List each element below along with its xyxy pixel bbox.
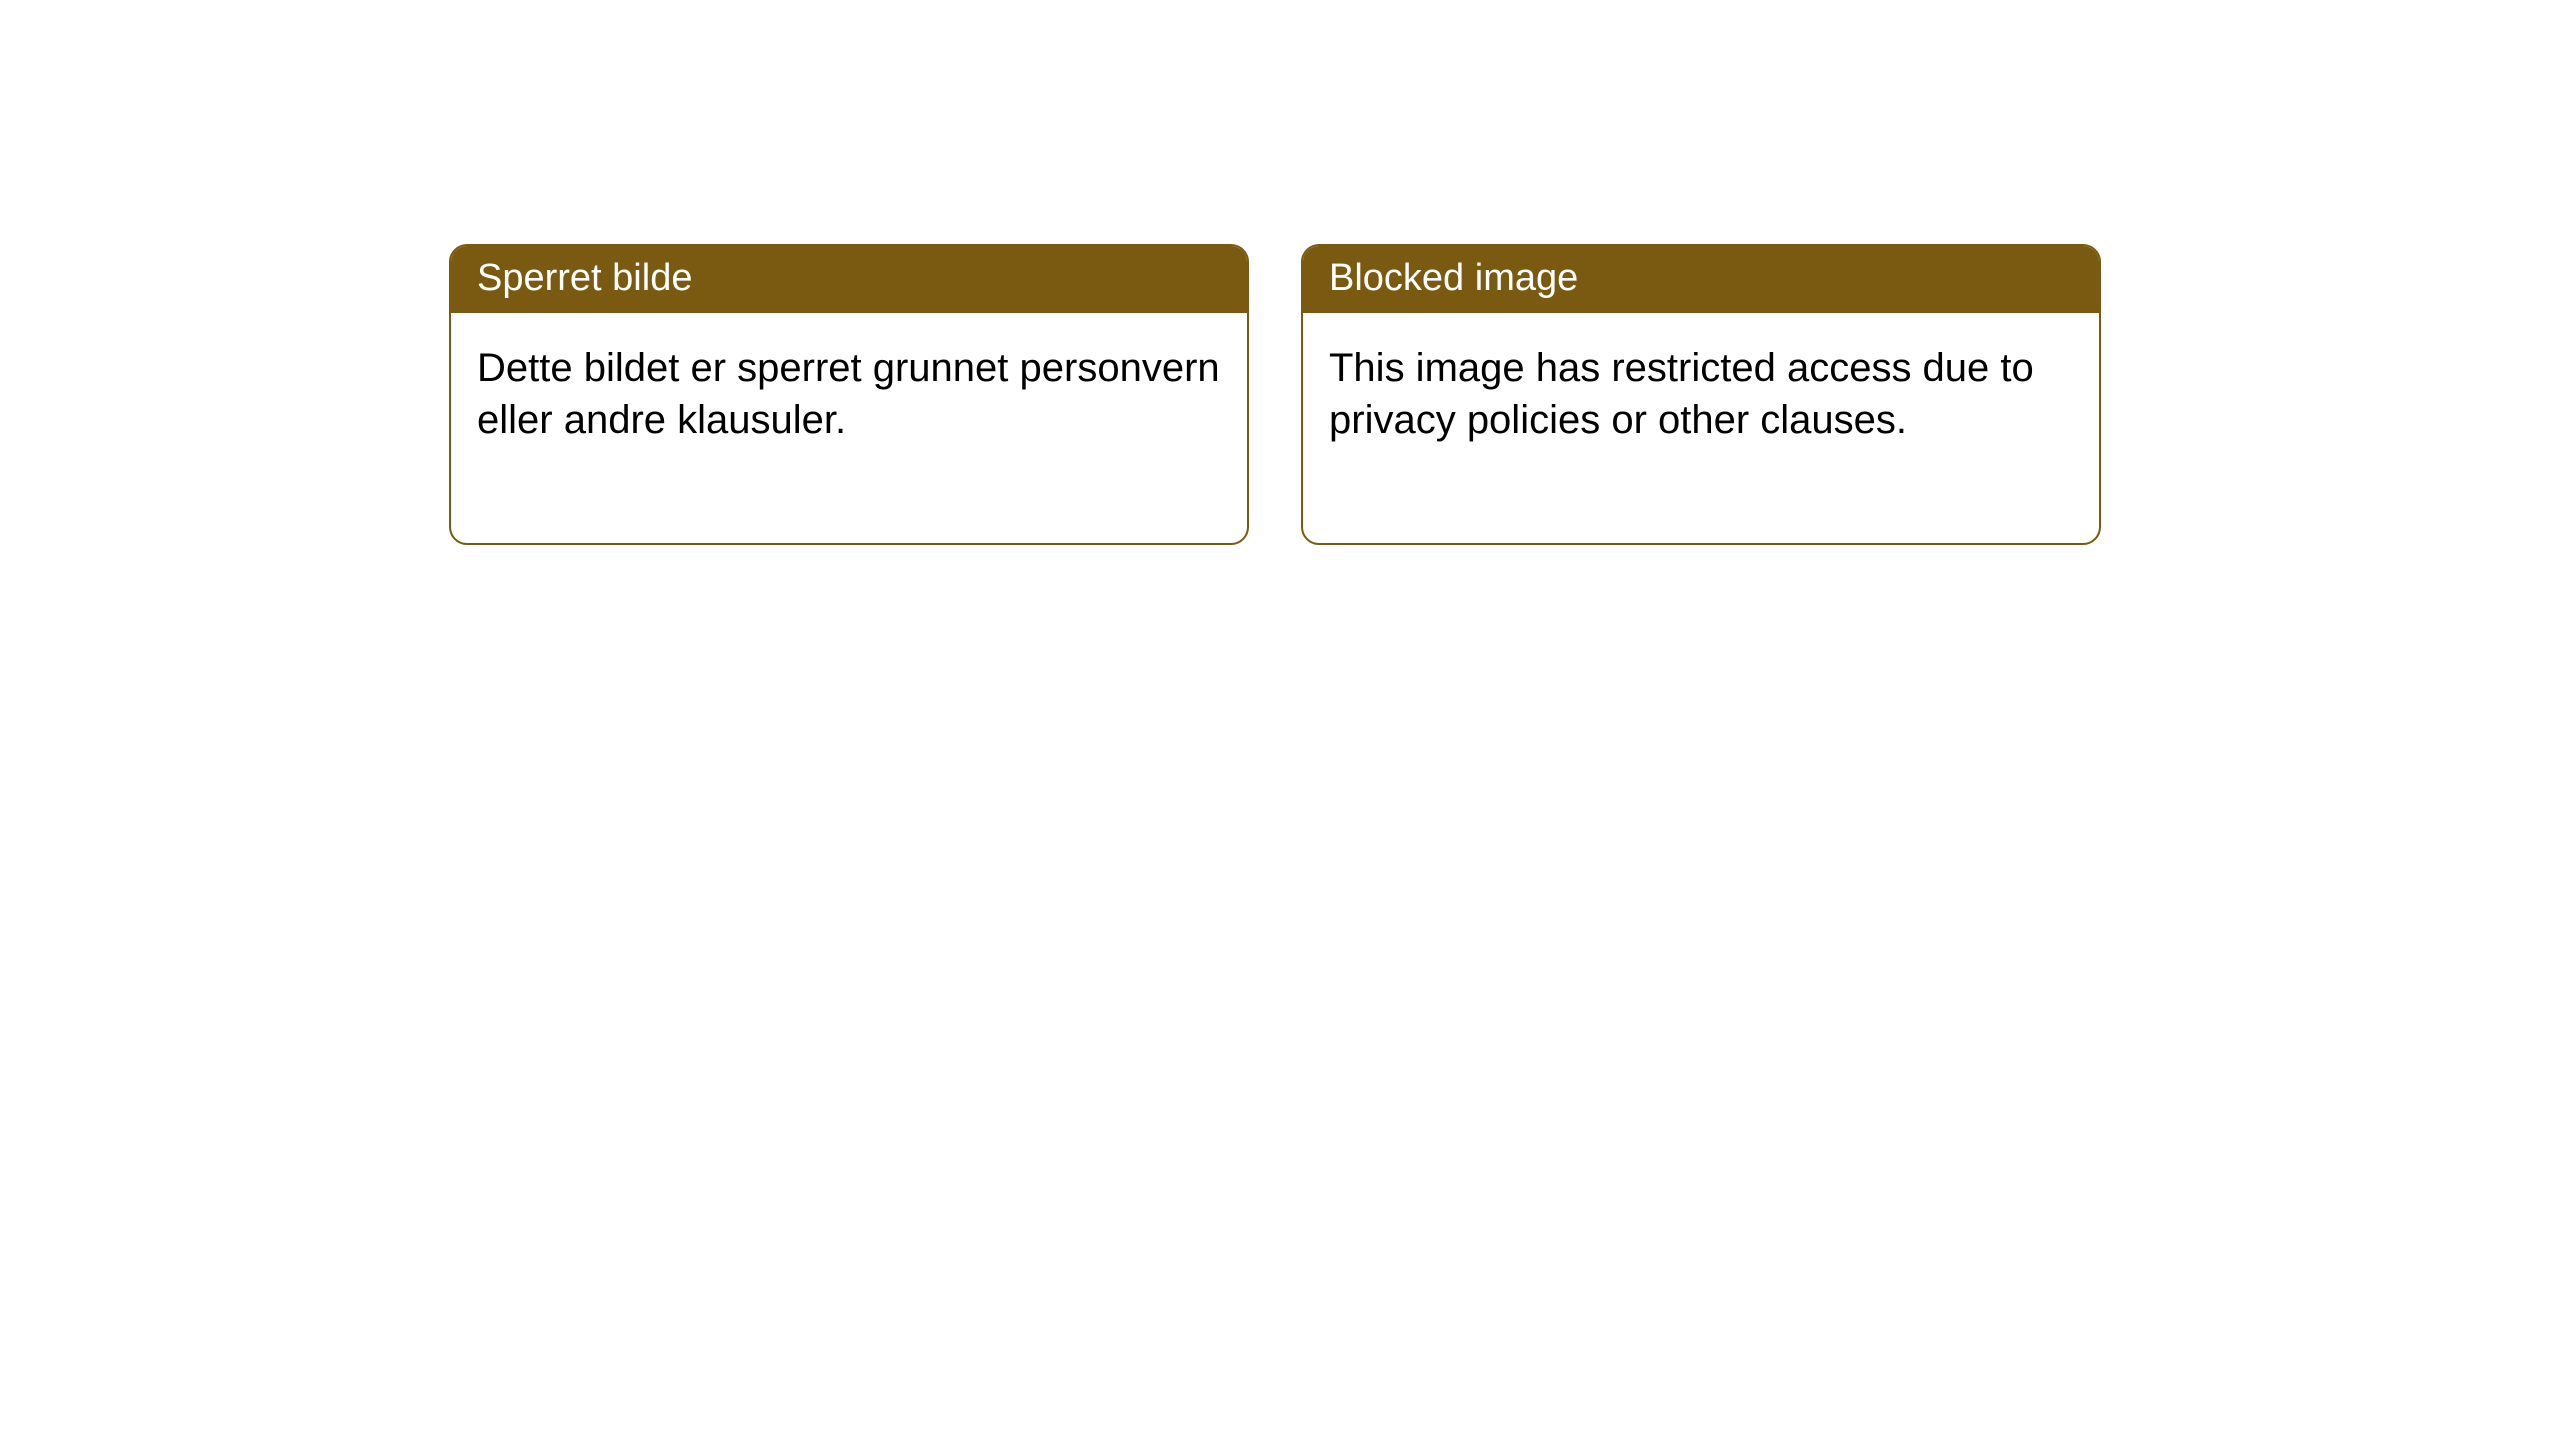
- card-body: This image has restricted access due to …: [1303, 313, 2099, 543]
- cards-row: Sperret bilde Dette bildet er sperret gr…: [449, 244, 2101, 545]
- card-body: Dette bildet er sperret grunnet personve…: [451, 313, 1247, 543]
- card-header: Blocked image: [1303, 246, 2099, 313]
- card-header: Sperret bilde: [451, 246, 1247, 313]
- page-root: Sperret bilde Dette bildet er sperret gr…: [0, 0, 2560, 1440]
- card-blocked-image-english: Blocked image This image has restricted …: [1301, 244, 2101, 545]
- card-blocked-image-norwegian: Sperret bilde Dette bildet er sperret gr…: [449, 244, 1249, 545]
